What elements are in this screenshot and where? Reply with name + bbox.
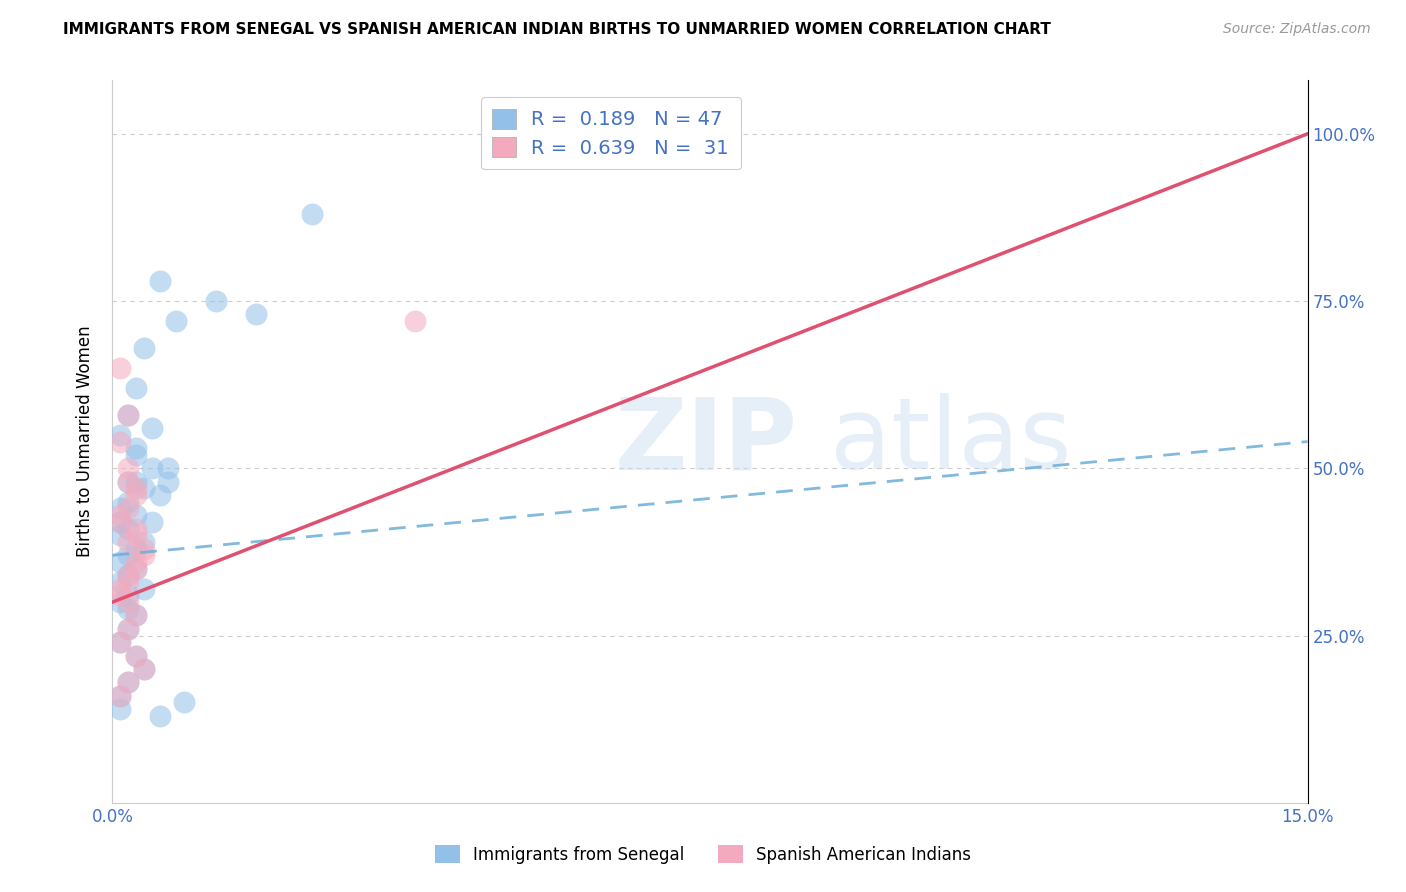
Point [149,488,172,502]
Point [134,534,156,549]
Point [125,381,148,395]
Point [125,648,148,663]
Point [165,314,187,328]
Point [110,589,132,603]
Point [117,595,139,609]
Point [117,521,139,535]
Point [141,421,163,435]
Point [117,475,139,489]
Point [134,482,156,496]
Point [125,608,148,623]
Point [134,341,156,355]
Point [117,568,139,582]
Point [540,127,562,141]
Point [110,702,132,716]
Point [110,434,132,449]
Point [110,515,132,529]
Point [125,442,148,455]
Point [117,501,139,516]
Point [149,274,172,288]
Point [117,622,139,636]
Point [125,482,148,496]
Point [157,461,180,475]
Point [110,361,132,376]
Point [134,662,156,676]
Point [141,515,163,529]
Point [110,635,132,649]
Point [125,508,148,523]
Point [110,508,132,523]
Legend: R =  0.189   N = 47, R =  0.639   N =  31: R = 0.189 N = 47, R = 0.639 N = 31 [481,97,741,169]
Point [117,589,139,603]
Point [134,548,156,563]
Point [141,461,163,475]
Point [134,541,156,556]
Text: IMMIGRANTS FROM SENEGAL VS SPANISH AMERICAN INDIAN BIRTHS TO UNMARRIED WOMEN COR: IMMIGRANTS FROM SENEGAL VS SPANISH AMERI… [63,22,1052,37]
Point [404,314,426,328]
Point [125,608,148,623]
Text: ZIP: ZIP [614,393,797,490]
Point [110,555,132,569]
Point [125,488,148,502]
Point [110,501,132,516]
Legend: Immigrants from Senegal, Spanish American Indians: Immigrants from Senegal, Spanish America… [429,838,977,871]
Point [157,475,180,489]
Point [173,696,195,710]
Point [117,534,139,549]
Point [110,595,132,609]
Point [110,515,132,529]
Point [117,675,139,690]
Point [125,475,148,489]
Text: atlas: atlas [830,393,1071,490]
Point [117,675,139,690]
Point [134,582,156,596]
Point [125,448,148,462]
Point [125,541,148,556]
Point [117,494,139,508]
Point [125,521,148,535]
Point [125,562,148,576]
Point [205,294,228,309]
Point [125,528,148,542]
Point [110,575,132,590]
Point [110,689,132,703]
Point [117,408,139,422]
Point [110,427,132,442]
Y-axis label: Births to Unmarried Women: Births to Unmarried Women [76,326,94,558]
Point [125,562,148,576]
Point [125,648,148,663]
Point [117,575,139,590]
Point [110,689,132,703]
Point [110,528,132,542]
Point [125,555,148,569]
Point [149,708,172,723]
Point [245,307,267,322]
Point [117,475,139,489]
Point [117,602,139,616]
Point [117,408,139,422]
Point [110,582,132,596]
Point [110,635,132,649]
Point [117,568,139,582]
Text: Source: ZipAtlas.com: Source: ZipAtlas.com [1223,22,1371,37]
Point [117,548,139,563]
Point [117,622,139,636]
Point [134,662,156,676]
Point [301,207,323,221]
Point [117,461,139,475]
